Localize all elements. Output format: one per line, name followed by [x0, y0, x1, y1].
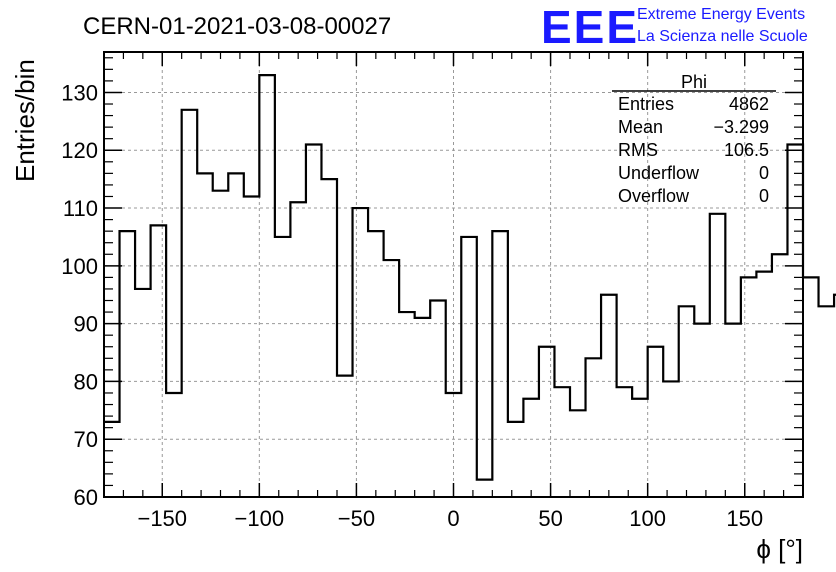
brand-line-2: La Scienza nelle Scuole [637, 28, 808, 45]
x-tick-label: 100 [629, 506, 666, 531]
x-tick-label: 50 [538, 506, 562, 531]
histogram-outline [104, 74, 836, 481]
stats-label: Underflow [618, 163, 700, 183]
stats-value: 4862 [729, 94, 769, 114]
stats-value: −3.299 [713, 117, 769, 137]
grid-lines [104, 52, 803, 498]
stats-label: Entries [618, 94, 674, 114]
brand-line-1: Extreme Energy Events [637, 6, 805, 23]
y-tick-label: 130 [61, 80, 98, 105]
chart-title: CERN-01-2021-03-08-00027 [83, 13, 391, 40]
x-tick-label: −50 [338, 506, 375, 531]
y-tick-label: 70 [74, 427, 98, 452]
y-axis-title: Entries/bin [10, 59, 40, 182]
stats-label: Overflow [618, 186, 690, 206]
x-tick-label: −150 [137, 506, 187, 531]
stats-rows: Entries 4862 Mean −3.299 RMS 106.5 Underflow 0 O… [618, 94, 769, 206]
y-tick-label: 120 [61, 138, 98, 163]
stats-label: RMS [618, 140, 658, 160]
x-tick-label: −100 [235, 506, 285, 531]
x-tick-label: 150 [726, 506, 763, 531]
x-tick-labels: −150 −100 −50 0 50 100 150 [137, 506, 763, 531]
stats-box: Phi Entries 4862 Mean −3.299 RMS 106.5 Underfl… [612, 72, 776, 206]
stats-value: 0 [759, 163, 769, 183]
y-tick-label: 100 [61, 254, 98, 279]
x-tick-label: 0 [447, 506, 459, 531]
eee-logo: EEE Extreme Energy Events La Scienza nel… [541, 1, 808, 53]
x-axis-title: ϕ [°] [756, 534, 803, 564]
stats-value: 0 [759, 186, 769, 206]
axis-ticks [103, 52, 804, 498]
stats-title: Phi [681, 72, 707, 92]
y-tick-label: 80 [74, 369, 98, 394]
y-tick-labels: 60 70 80 90 100 110 120 130 [61, 80, 98, 510]
stats-value: 106.5 [724, 140, 769, 160]
y-tick-label: 90 [74, 312, 98, 337]
y-tick-label: 60 [74, 485, 98, 510]
y-tick-label: 110 [63, 196, 98, 221]
stats-label: Mean [618, 117, 663, 137]
eee-logo-text: EEE [541, 1, 639, 53]
